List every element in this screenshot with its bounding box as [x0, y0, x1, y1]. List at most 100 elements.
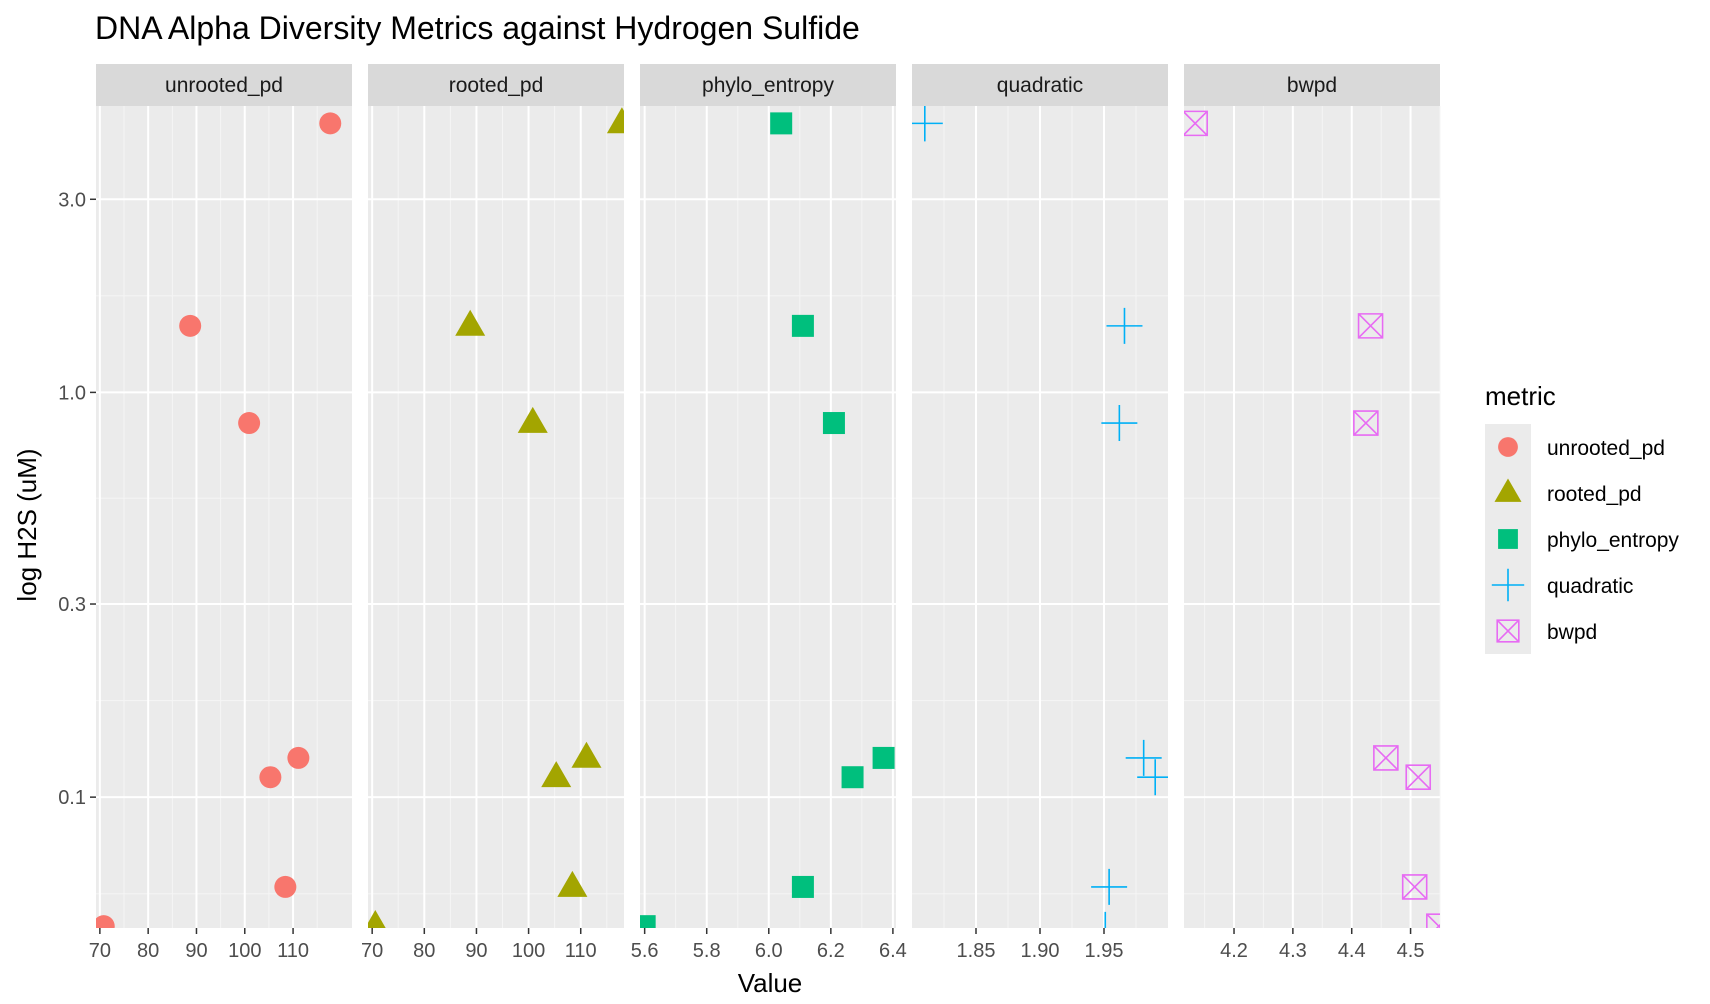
- facet-strip: [1184, 64, 1440, 106]
- x-tick-label: 1.90: [1021, 940, 1060, 962]
- x-tick-label: 4.4: [1338, 940, 1366, 962]
- data-point-unrooted_pd: [287, 746, 310, 769]
- data-point-rooted_pd: [517, 406, 548, 433]
- x-tick-label: 4.3: [1279, 940, 1307, 962]
- facet-panel-rooted_pd: rooted_pd 70 80 90 100 110: [361, 64, 624, 962]
- legend-symbol-unrooted_pd: [1498, 437, 1518, 457]
- data-point-unrooted_pd: [179, 314, 202, 337]
- panel-background: [1184, 106, 1440, 928]
- legend-title: metric: [1485, 381, 1556, 411]
- data-point-rooted_pd: [557, 870, 588, 897]
- data-point-phylo_entropy: [872, 746, 895, 769]
- x-tick-label: 110: [277, 940, 309, 962]
- x-tick-label: 70: [89, 940, 111, 962]
- x-tick-label: 6.2: [817, 940, 845, 962]
- data-point-phylo_entropy: [841, 766, 864, 789]
- x-tick-label: 6.4: [879, 940, 907, 962]
- facet-panel-phylo_entropy: phylo_entropy 5.6 5.8 6.0 6.2 6.4: [631, 64, 907, 962]
- legend-symbol-rooted_pd: [1494, 478, 1522, 502]
- legend-label: unrooted_pd: [1547, 437, 1665, 460]
- data-point-phylo_entropy: [770, 112, 793, 135]
- data-point-bwpd: [1184, 110, 1208, 137]
- y-tick-label: 3.0: [58, 189, 86, 211]
- x-axis-title: Value: [738, 968, 803, 998]
- data-point-bwpd: [1401, 874, 1428, 900]
- panel-background: [368, 106, 624, 928]
- facet-strip-label: bwpd: [1287, 74, 1337, 97]
- y-tick-label: 1.0: [58, 382, 86, 404]
- data-point-rooted_pd: [541, 761, 572, 788]
- data-point-rooted_pd: [455, 309, 486, 336]
- x-tick-label: 90: [185, 940, 207, 962]
- panel-points: [368, 107, 624, 928]
- data-point-unrooted_pd: [319, 112, 342, 135]
- facet-panel-bwpd: bwpd 4.2 4.3 4.4 4.5: [1184, 64, 1441, 962]
- data-point-rooted_pd: [368, 910, 386, 928]
- data-point-phylo_entropy: [822, 412, 845, 435]
- legend-label: bwpd: [1547, 621, 1597, 644]
- facet-strip: [368, 64, 624, 106]
- facet-strip-label: rooted_pd: [449, 74, 544, 97]
- legend-symbol-phylo_entropy: [1498, 529, 1518, 549]
- y-tick-label: 0.3: [58, 594, 86, 616]
- x-tick-label: 110: [565, 940, 597, 962]
- facet-strip-label: phylo_entropy: [702, 74, 834, 97]
- data-point-quadratic: [1091, 868, 1128, 905]
- x-tick-label: 1.95: [1085, 940, 1124, 962]
- x-tick-label: 5.6: [631, 940, 659, 962]
- data-point-phylo_entropy: [791, 875, 814, 898]
- x-tick-label: 100: [228, 940, 261, 962]
- data-point-unrooted_pd: [238, 412, 261, 435]
- legend-label: phylo_entropy: [1547, 529, 1679, 552]
- data-point-bwpd: [1357, 313, 1384, 339]
- facet-strip: [96, 64, 352, 106]
- facet-panel-unrooted_pd: unrooted_pd 70 80 90 100 110: [89, 64, 352, 962]
- x-tick-label: 1.85: [957, 940, 996, 962]
- data-point-quadratic: [1104, 911, 1107, 928]
- panel-background: [96, 106, 352, 928]
- data-point-phylo_entropy: [791, 314, 814, 337]
- data-point-bwpd: [1426, 913, 1440, 928]
- y-tick-label: 0.1: [58, 787, 86, 809]
- x-tick-label: 80: [137, 940, 159, 962]
- x-tick-label: 80: [413, 940, 435, 962]
- x-tick-label: 4.5: [1397, 940, 1425, 962]
- chart-title: DNA Alpha Diversity Metrics against Hydr…: [95, 10, 860, 46]
- panel-points: [640, 112, 895, 928]
- data-point-bwpd: [1353, 410, 1379, 436]
- panel-points: [912, 106, 1168, 928]
- x-tick-label: 70: [361, 940, 383, 962]
- data-point-unrooted_pd: [96, 915, 115, 928]
- legend-label: quadratic: [1547, 575, 1633, 598]
- data-point-quadratic: [912, 106, 943, 142]
- data-point-quadratic: [1101, 405, 1138, 442]
- data-point-bwpd: [1405, 764, 1432, 791]
- legend-label: rooted_pd: [1547, 483, 1642, 506]
- x-tick-label: 90: [465, 940, 487, 962]
- data-point-rooted_pd: [571, 741, 602, 768]
- legend-symbol-quadratic: [1491, 568, 1525, 602]
- panel-points: [96, 112, 342, 928]
- data-point-rooted_pd: [606, 107, 624, 134]
- x-tick-label: 100: [512, 940, 545, 962]
- legend: metric unrooted_pd rooted_pd phylo_entropy…: [1485, 381, 1679, 654]
- legend-symbol-bwpd: [1496, 619, 1520, 643]
- data-point-phylo_entropy: [640, 915, 656, 928]
- data-point-quadratic: [1137, 759, 1168, 796]
- data-point-quadratic: [1106, 307, 1143, 344]
- facet-strip: [912, 64, 1168, 106]
- data-point-bwpd: [1373, 745, 1399, 771]
- y-axis-title: log H2S (uM): [12, 448, 42, 601]
- x-tick-label: 4.2: [1220, 940, 1248, 962]
- data-point-unrooted_pd: [259, 766, 282, 789]
- x-tick-label: 5.8: [693, 940, 721, 962]
- x-tick-label: 6.0: [755, 940, 783, 962]
- panel-points: [1184, 110, 1440, 928]
- data-point-unrooted_pd: [274, 875, 297, 898]
- facet-strip-label: unrooted_pd: [165, 74, 283, 97]
- facet-strip: [640, 64, 896, 106]
- facet-strip-label: quadratic: [997, 74, 1083, 97]
- data-point-quadratic: [1125, 739, 1162, 776]
